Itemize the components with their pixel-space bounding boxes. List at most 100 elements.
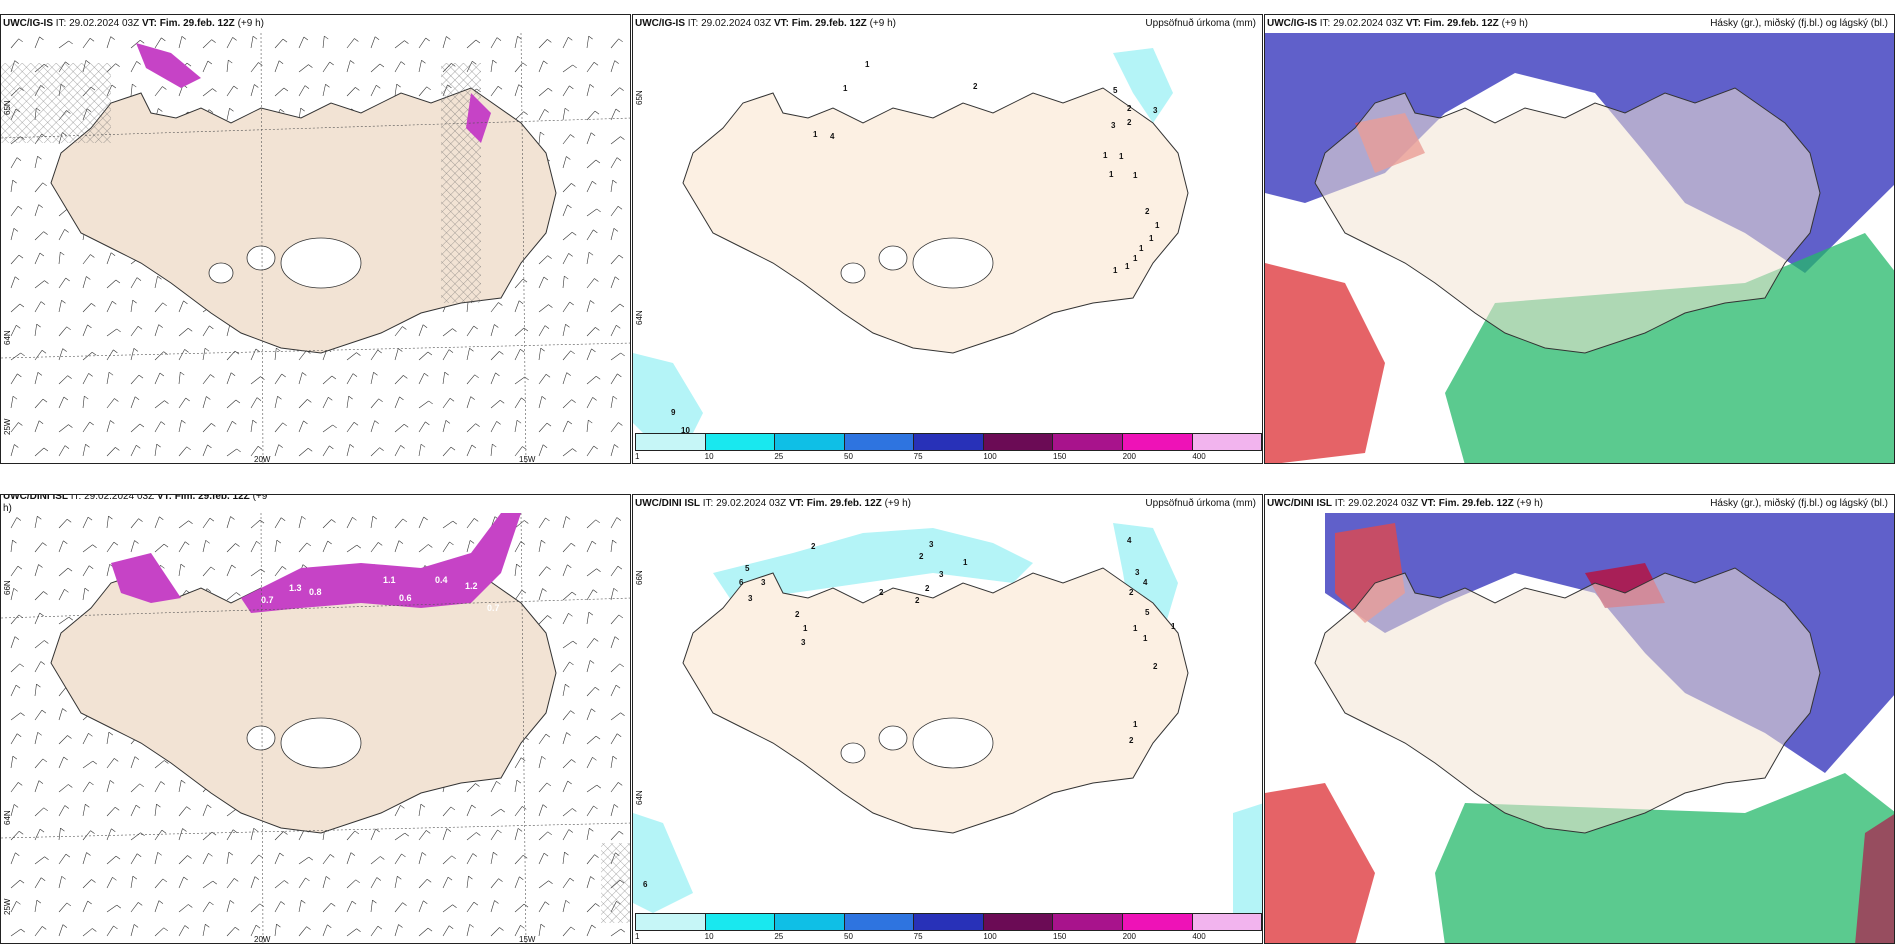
wind-barb (226, 829, 234, 841)
wind-barb-tick (541, 396, 547, 400)
precip-value-label: 6 (643, 880, 648, 889)
colorbar-tick: 100 (983, 932, 997, 941)
wind-barb (34, 350, 43, 361)
wind-barb-tick (449, 541, 454, 546)
wind-barb (58, 348, 63, 361)
wind-barb (10, 831, 20, 841)
glacier (840, 742, 866, 764)
wind-barb (346, 517, 353, 529)
panel-dini-clouds: UWC/DINI ISL IT: 29.02.2024 03Z VT: Fim.… (1264, 494, 1895, 944)
wind-barb (34, 542, 43, 553)
wind-barb (370, 877, 378, 889)
precip-value-label: 3 (761, 578, 766, 587)
wind-barb (538, 255, 548, 265)
wind-barb (154, 37, 162, 49)
wind-barb-tick (43, 231, 48, 235)
wind-barb (154, 927, 164, 937)
wind-barb (226, 399, 237, 409)
wind-barb (250, 854, 260, 865)
wind-barb (34, 828, 41, 841)
precip-value-label: 2 (795, 610, 800, 619)
wind-barb-tick (374, 420, 379, 424)
wind-barb-tick (211, 831, 217, 836)
wind-barb (562, 877, 571, 889)
wind-barb (58, 252, 61, 265)
colorbar-segment (636, 914, 706, 930)
wind-barb-tick (38, 564, 43, 568)
wind-barb-tick (519, 876, 524, 881)
wind-barb-tick (90, 254, 95, 258)
wind-barb-tick (568, 36, 573, 41)
wind-barb (586, 445, 594, 457)
wind-barb-tick (567, 780, 572, 785)
wind-barb (586, 638, 595, 649)
wind-barb-tick (569, 301, 574, 306)
wind-barb (394, 518, 404, 529)
wind-barb-tick (497, 86, 503, 90)
wind-barb (154, 781, 162, 793)
wind-barb-tick (565, 900, 570, 904)
wind-barb (298, 448, 309, 457)
wind-barb (34, 709, 43, 721)
wind-barb-tick (39, 36, 44, 41)
wind-barb-tick (282, 422, 287, 427)
wind-barb (10, 782, 19, 793)
colorbar-tick: 50 (844, 452, 853, 461)
wind-barb (466, 423, 476, 433)
wind-barb (130, 902, 139, 913)
wind-barb-tick (110, 36, 115, 40)
wind-barb-tick (85, 60, 91, 64)
wind-barb (34, 591, 44, 601)
wind-barb-tick (492, 59, 497, 64)
wind-barb-tick (593, 589, 598, 593)
precip-value-label: 1 (813, 130, 818, 139)
wind-barb (226, 37, 233, 49)
wind-barb (586, 84, 591, 97)
wind-barb (562, 324, 566, 337)
wind-barb (394, 902, 403, 913)
panel-ig-precip: UWC/IG-IS IT: 29.02.2024 03Z VT: Fim. 29… (632, 14, 1263, 464)
wind-barb-tick (499, 351, 504, 355)
wind-barb (130, 876, 134, 889)
wind-barb-tick (593, 62, 599, 66)
wind-barb (346, 879, 356, 889)
wind-barb-tick (591, 708, 596, 713)
wind-barb-tick (567, 420, 573, 425)
wind-barb-tick (612, 179, 617, 184)
wind-barb (562, 420, 569, 433)
wind-barb-tick (276, 347, 281, 352)
wind-barb-tick (571, 542, 576, 547)
wind-barb (82, 900, 88, 913)
wind-barb-tick (570, 926, 576, 931)
wind-barb-tick (564, 107, 570, 112)
wind-barb-tick (303, 420, 308, 425)
wind-barb (202, 924, 206, 937)
wind-barb-tick (521, 397, 526, 402)
wind-barb-tick (42, 398, 48, 403)
wind-barb-tick (283, 831, 288, 835)
wind-barb (58, 277, 66, 289)
wind-barb (610, 303, 621, 313)
wind-barb-tick (617, 206, 623, 210)
wind-barb-tick (235, 926, 240, 931)
wind-barb-tick (545, 733, 551, 738)
wind-barb-tick (615, 108, 621, 113)
wind-barb (106, 279, 117, 289)
wind-barb-tick (67, 375, 72, 379)
wind-barb-tick (65, 853, 71, 858)
wind-barb-tick (614, 276, 620, 280)
wind-barb-tick (258, 854, 264, 859)
wind-barb (610, 422, 619, 433)
colorbar-tick: 400 (1192, 932, 1206, 941)
precip-value-label: 1 (1109, 170, 1114, 179)
wind-barb-tick (68, 616, 74, 621)
wind-barb (34, 301, 42, 313)
wind-barb-tick (618, 254, 624, 259)
wind-barb (418, 421, 426, 433)
wind-barb (106, 732, 110, 745)
precip-value-label: 4 (830, 132, 835, 141)
wind-barb (154, 324, 159, 337)
wind-barb (82, 303, 92, 313)
wind-barb-tick (402, 326, 407, 330)
wind-barb-tick (447, 876, 453, 881)
